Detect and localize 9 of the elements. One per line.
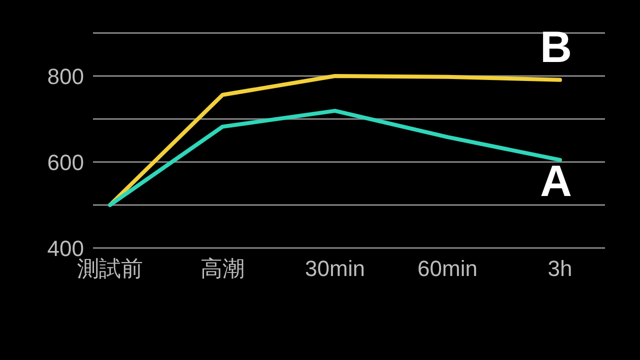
x-tick-label: 高潮 xyxy=(200,256,244,281)
x-tick-label: 60min xyxy=(418,256,478,281)
x-tick-label: 30min xyxy=(305,256,365,281)
y-tick-label: 800 xyxy=(47,64,84,89)
series-label: A xyxy=(540,156,572,206)
x-tick-label: 3h xyxy=(548,256,572,281)
y-tick-label: 600 xyxy=(47,150,84,175)
series-label: B xyxy=(540,22,572,72)
x-tick-label: 測試前 xyxy=(77,256,143,281)
